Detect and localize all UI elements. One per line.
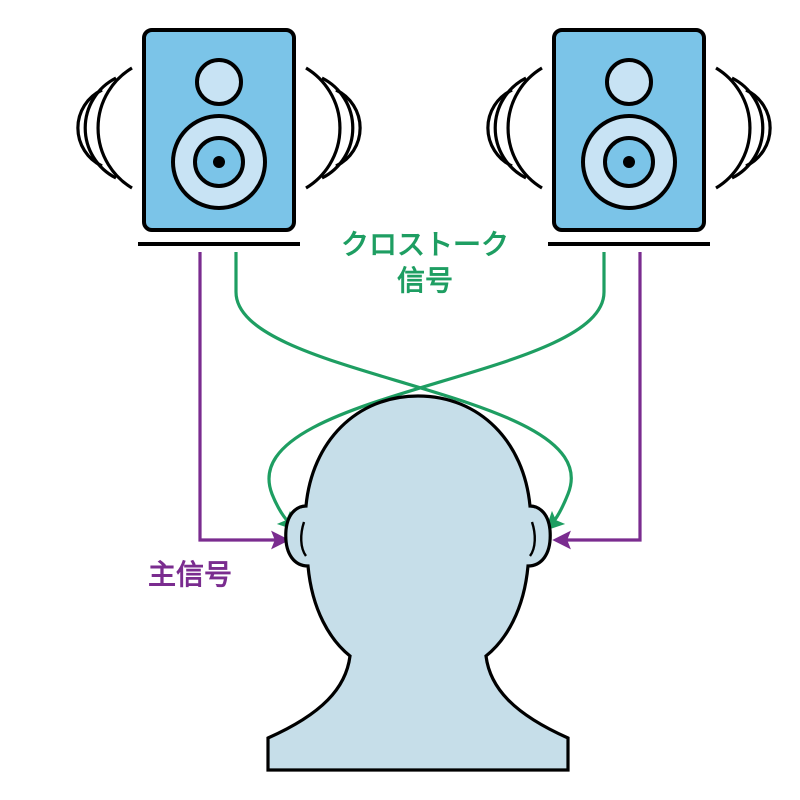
listener-head [268,396,568,770]
crosstalk-label-line2: 信号 [397,265,453,296]
speaker-left [78,30,360,244]
crosstalk-diagram: クロストーク 信号 主信号 [0,0,800,800]
crosstalk-label-line1: クロストーク [341,229,509,260]
crosstalk-label: クロストーク 信号 [341,229,509,296]
speaker-right [488,30,770,244]
main-signal-label: 主信号 [148,559,232,590]
